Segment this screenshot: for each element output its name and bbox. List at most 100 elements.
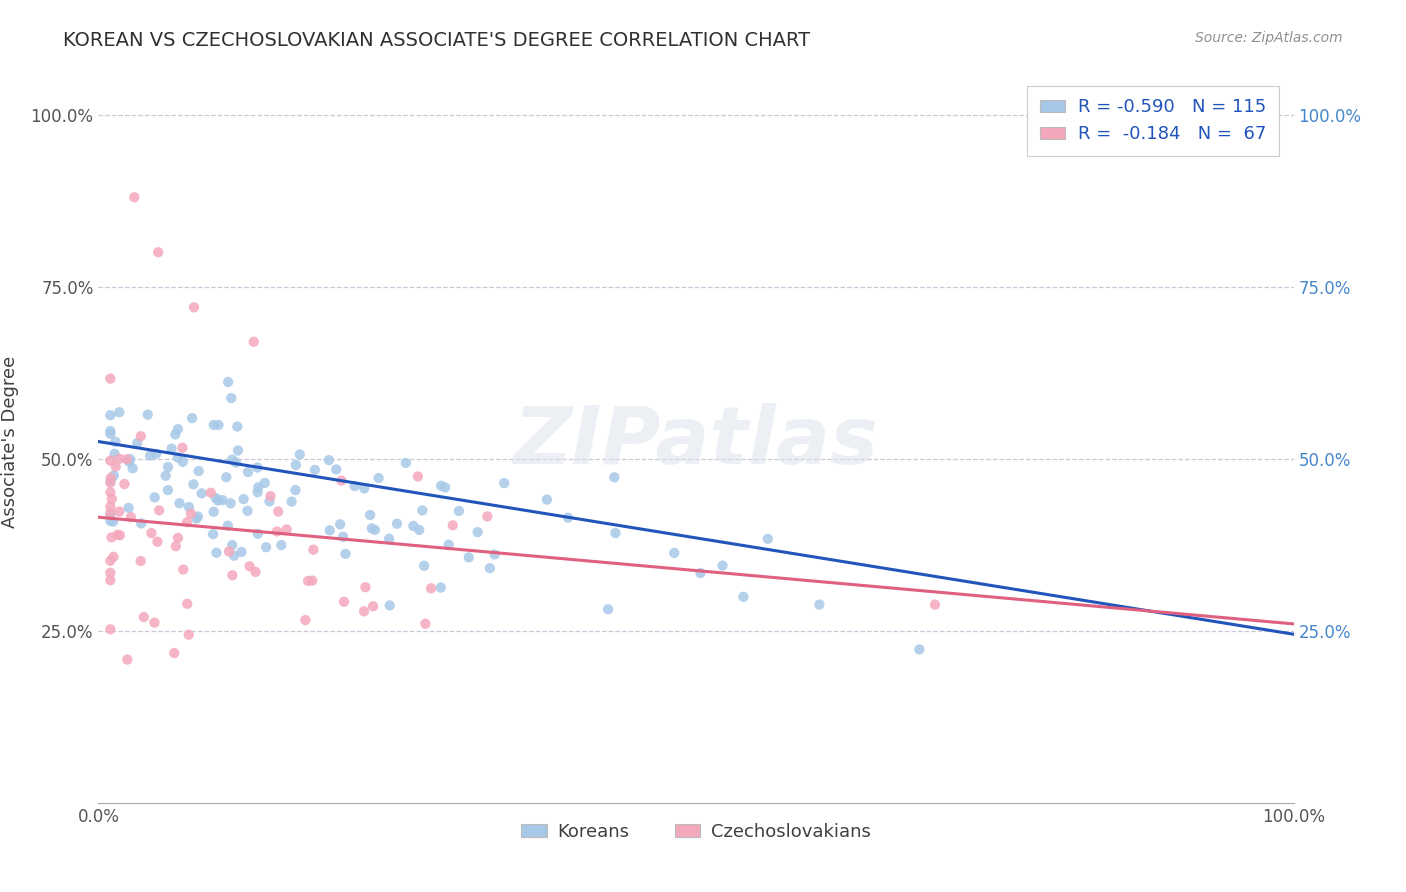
Point bbox=[226, 419, 249, 434]
Point bbox=[157, 460, 180, 475]
Point bbox=[163, 646, 186, 660]
Point bbox=[231, 545, 253, 559]
Point bbox=[280, 494, 302, 508]
Point bbox=[437, 538, 460, 552]
Point bbox=[100, 530, 122, 544]
Point bbox=[129, 429, 152, 443]
Point bbox=[202, 505, 225, 519]
Point bbox=[430, 581, 453, 595]
Point bbox=[225, 456, 247, 470]
Point bbox=[246, 485, 269, 500]
Point bbox=[114, 477, 136, 491]
Point bbox=[187, 509, 209, 524]
Text: KOREAN VS CZECHOSLOVAKIAN ASSOCIATE'S DEGREE CORRELATION CHART: KOREAN VS CZECHOSLOVAKIAN ASSOCIATE'S DE… bbox=[63, 31, 810, 50]
Point bbox=[359, 508, 381, 522]
Point bbox=[430, 479, 453, 493]
Point bbox=[270, 538, 292, 552]
Point bbox=[104, 459, 127, 474]
Point bbox=[172, 441, 194, 455]
Point bbox=[156, 483, 179, 497]
Point bbox=[115, 452, 138, 467]
Point bbox=[108, 405, 131, 419]
Point bbox=[98, 424, 122, 438]
Point bbox=[304, 463, 326, 477]
Point bbox=[259, 494, 281, 508]
Point bbox=[605, 526, 627, 541]
Legend: Koreans, Czechoslovakians: Koreans, Czechoslovakians bbox=[515, 815, 877, 848]
Point bbox=[167, 422, 190, 436]
Point bbox=[385, 516, 408, 531]
Point bbox=[536, 492, 558, 507]
Point bbox=[246, 460, 269, 475]
Point bbox=[402, 519, 425, 533]
Point bbox=[354, 580, 377, 594]
Point bbox=[141, 526, 163, 541]
Point bbox=[176, 597, 198, 611]
Point bbox=[101, 491, 124, 506]
Point bbox=[294, 613, 316, 627]
Point bbox=[603, 470, 626, 484]
Point bbox=[689, 566, 711, 580]
Point bbox=[447, 504, 470, 518]
Point bbox=[353, 604, 375, 618]
Point bbox=[467, 525, 489, 540]
Point bbox=[218, 544, 240, 558]
Point bbox=[318, 453, 340, 467]
Point bbox=[211, 493, 233, 508]
Point bbox=[166, 450, 188, 465]
Point bbox=[98, 566, 122, 580]
Point bbox=[148, 245, 170, 260]
Point bbox=[155, 468, 177, 483]
Point bbox=[246, 526, 269, 541]
Point bbox=[176, 516, 198, 530]
Point bbox=[202, 417, 225, 432]
Point bbox=[288, 447, 311, 461]
Point bbox=[343, 479, 366, 493]
Point bbox=[172, 562, 194, 576]
Point bbox=[101, 515, 124, 529]
Point bbox=[477, 509, 499, 524]
Point bbox=[139, 449, 162, 463]
Point bbox=[98, 475, 122, 490]
Point bbox=[219, 496, 242, 510]
Point bbox=[221, 452, 243, 467]
Point bbox=[266, 524, 288, 539]
Text: Source: ZipAtlas.com: Source: ZipAtlas.com bbox=[1195, 31, 1343, 45]
Point bbox=[415, 616, 437, 631]
Point bbox=[267, 504, 290, 518]
Point bbox=[259, 489, 281, 503]
Point bbox=[132, 610, 155, 624]
Point bbox=[217, 375, 239, 389]
Point bbox=[186, 511, 208, 525]
Point bbox=[219, 391, 242, 405]
Point bbox=[297, 574, 319, 588]
Point bbox=[325, 462, 347, 476]
Point bbox=[183, 301, 205, 315]
Point bbox=[98, 554, 122, 568]
Point bbox=[236, 465, 259, 479]
Point bbox=[100, 471, 122, 485]
Point bbox=[596, 602, 619, 616]
Point bbox=[98, 426, 122, 441]
Point bbox=[98, 506, 122, 520]
Point bbox=[284, 458, 307, 472]
Point bbox=[204, 491, 226, 505]
Point bbox=[121, 461, 143, 475]
Point bbox=[200, 485, 222, 500]
Point bbox=[367, 471, 389, 485]
Point bbox=[245, 565, 267, 579]
Point bbox=[232, 492, 254, 507]
Point bbox=[103, 468, 125, 483]
Point bbox=[302, 542, 325, 557]
Point bbox=[406, 469, 429, 483]
Point bbox=[329, 517, 352, 532]
Point bbox=[143, 615, 166, 630]
Point bbox=[118, 500, 141, 515]
Point bbox=[484, 548, 506, 562]
Point bbox=[908, 642, 931, 657]
Point bbox=[247, 480, 270, 494]
Point bbox=[124, 190, 146, 204]
Point bbox=[165, 539, 187, 553]
Point bbox=[330, 474, 353, 488]
Point bbox=[408, 523, 430, 537]
